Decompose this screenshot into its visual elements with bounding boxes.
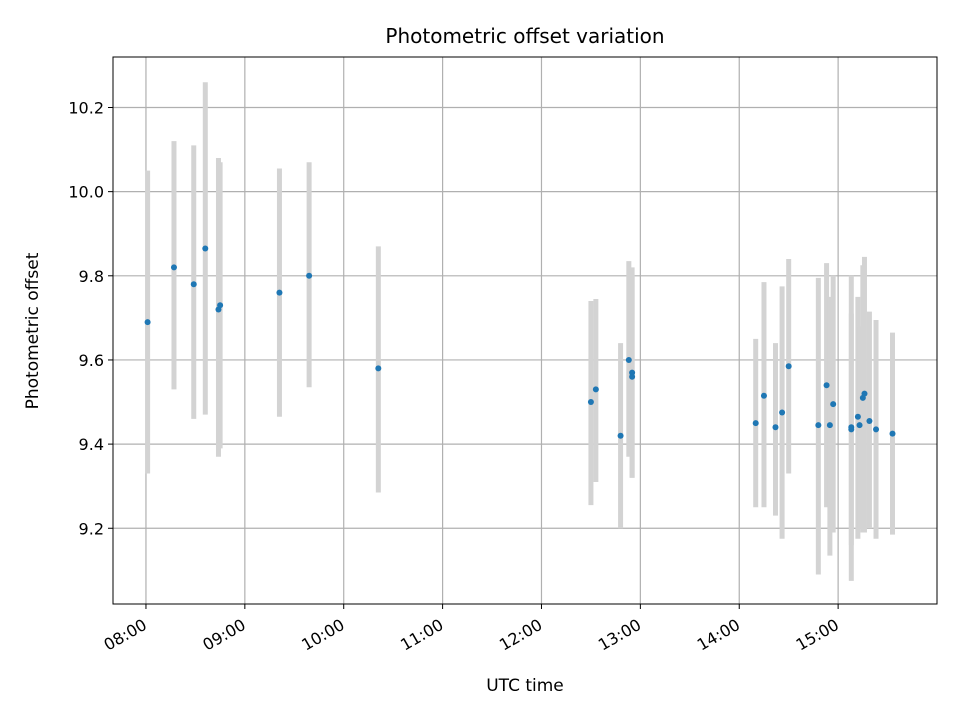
plot-frame xyxy=(112,56,938,605)
y-axis-title: Photometric offset xyxy=(23,252,43,409)
data-point xyxy=(617,432,624,439)
x-axis: 08:00 09:00 10:00 11:00 12:00 13:00 14:00 15:00 xyxy=(101,604,842,655)
data-point xyxy=(629,369,636,376)
y-tick-label: 10.0 xyxy=(68,183,104,202)
x-tick-label: 13:00 xyxy=(595,615,644,655)
x-axis-title: UTC time xyxy=(486,676,564,696)
data-point xyxy=(170,264,177,271)
data-point xyxy=(785,363,792,370)
data-point xyxy=(217,302,224,309)
data-point xyxy=(856,422,863,429)
data-point xyxy=(779,409,786,416)
data-point xyxy=(866,417,873,424)
data-point xyxy=(587,399,594,406)
data-point xyxy=(625,356,632,363)
chart-title: Photometric offset variation xyxy=(385,24,664,48)
data-point xyxy=(854,413,861,420)
data-point xyxy=(306,272,313,279)
x-tick-label: 11:00 xyxy=(397,615,446,655)
data-point xyxy=(873,426,880,433)
data-point xyxy=(772,424,779,431)
grid xyxy=(113,57,937,604)
y-axis: 9.2 9.4 9.6 9.8 10.0 10.2 xyxy=(68,98,113,538)
data-points xyxy=(144,245,896,439)
y-tick-label: 9.4 xyxy=(79,435,104,454)
data-point xyxy=(592,386,599,393)
data-point xyxy=(826,422,833,429)
x-tick-label: 12:00 xyxy=(496,615,545,655)
y-tick-label: 9.8 xyxy=(79,267,104,286)
x-tick-label: 08:00 xyxy=(101,615,150,655)
data-point xyxy=(815,422,822,429)
x-tick-label: 09:00 xyxy=(199,615,248,655)
y-tick-label: 9.6 xyxy=(79,351,104,370)
y-tick-label: 9.2 xyxy=(79,519,104,538)
x-tick-label: 14:00 xyxy=(694,615,743,655)
y-tick-label: 10.2 xyxy=(68,98,104,117)
data-point xyxy=(190,281,197,288)
data-point xyxy=(848,426,855,433)
data-point xyxy=(375,365,382,372)
x-tick-label: 15:00 xyxy=(793,615,842,655)
data-point xyxy=(823,382,830,389)
data-point xyxy=(202,245,209,252)
errorbars xyxy=(145,82,896,581)
data-point xyxy=(830,401,837,408)
data-point xyxy=(752,420,759,427)
data-point xyxy=(861,390,868,397)
data-point xyxy=(889,430,896,437)
data-point xyxy=(144,319,151,326)
data-point xyxy=(629,373,636,380)
x-tick-label: 10:00 xyxy=(298,615,347,655)
data-point xyxy=(276,289,283,296)
data-point xyxy=(760,392,767,399)
